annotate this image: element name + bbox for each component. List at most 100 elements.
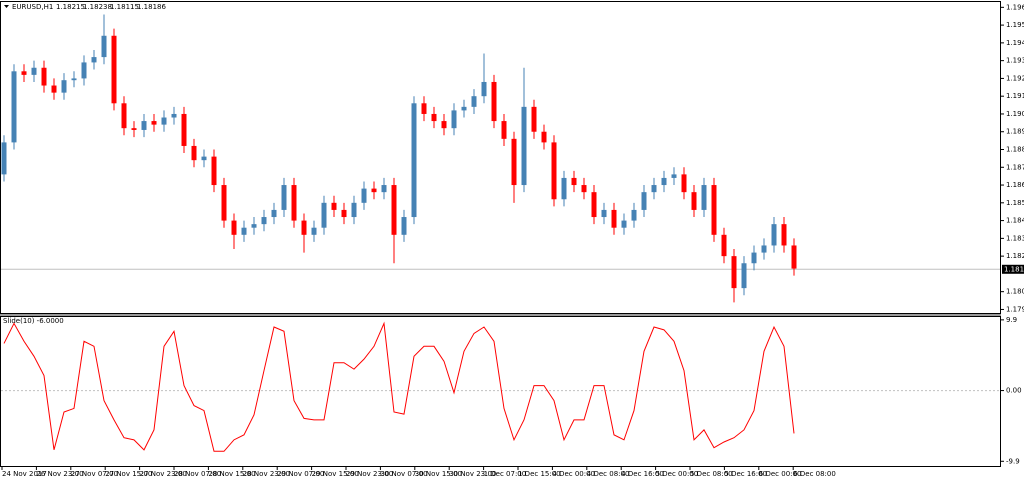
candle-body: [161, 117, 167, 125]
candle-body: [261, 217, 267, 225]
candle-body: [101, 35, 107, 58]
candle-body: [231, 220, 237, 235]
candle-body: [651, 185, 657, 193]
indicator-line: [3, 321, 795, 452]
last-price-badge: [1002, 264, 1024, 274]
candle-body: [141, 121, 147, 130]
candle-body: [111, 35, 117, 104]
time-label: 30 Nov 07:00: [380, 470, 427, 478]
y-tick-label: -9.9: [1006, 457, 1020, 465]
candle-body: [401, 217, 407, 235]
candle-body: [1, 142, 7, 175]
candle-body: [151, 121, 157, 125]
last-price-label: 1.18186: [1004, 265, 1024, 273]
y-tick-label: 1.19560: [1006, 21, 1024, 29]
candle-body: [371, 188, 377, 193]
header-value: 1.18186: [137, 3, 166, 11]
indicator-panel: [0, 316, 1001, 467]
candle-body: [491, 81, 497, 122]
header-value: 1.18215: [56, 3, 85, 11]
candle-body: [591, 192, 597, 218]
candle-body: [81, 62, 87, 79]
candle-body: [621, 220, 627, 228]
time-label: 30 Nov 15:00: [415, 470, 462, 478]
y-tick-label: 1.18760: [1006, 163, 1024, 171]
candle-body: [341, 209, 347, 218]
candle-body: [311, 227, 317, 235]
candle-body: [441, 121, 447, 129]
candle-body: [191, 145, 197, 161]
candle-body: [41, 67, 47, 86]
y-tick-label: 1.19260: [1006, 74, 1024, 82]
candle-body: [241, 227, 247, 235]
y-tick-label: 1.18260: [1006, 252, 1024, 260]
candle-body: [11, 71, 17, 143]
candle-body: [501, 121, 507, 139]
candle-body: [681, 174, 687, 193]
candle-body: [131, 128, 137, 130]
time-label: 27 Nov 07:00: [71, 470, 118, 478]
y-tick-label: 1.18860: [1006, 146, 1024, 154]
candle-body: [201, 156, 207, 161]
candle-body: [21, 71, 27, 75]
candle-body: [31, 67, 37, 75]
candle-body: [781, 224, 787, 246]
candle-body: [701, 185, 707, 210]
candle-body: [721, 234, 727, 257]
candle-body: [481, 81, 487, 97]
y-tick-label: 1.19060: [1006, 110, 1024, 118]
y-tick-label: 1.17960: [1006, 305, 1024, 313]
time-label: 26 Nov 23:00: [36, 470, 83, 478]
candle-body: [51, 85, 57, 93]
time-label: 1 Dec 15:00: [518, 470, 561, 478]
candle-body: [511, 138, 517, 186]
candle-body: [391, 185, 397, 235]
candle-body: [221, 185, 227, 221]
candle-body: [581, 185, 587, 193]
candle-body: [711, 185, 717, 235]
collapse-arrow[interactable]: [4, 5, 9, 8]
candle-body: [561, 177, 567, 200]
time-label: 4 Dec 08:00: [587, 470, 630, 478]
time-label: 5 Dec 16:00: [724, 470, 767, 478]
candle-body: [461, 106, 467, 111]
time-label: 28 Nov 15:00: [208, 470, 255, 478]
candle-body: [331, 202, 337, 210]
candle-body: [571, 177, 577, 186]
price-panel: [0, 1, 1001, 314]
y-tick-label: 1.18960: [1006, 128, 1024, 136]
candle-body: [361, 188, 367, 203]
time-label: 29 Nov 15:00: [312, 470, 359, 478]
candle-body: [291, 185, 297, 221]
candle-body: [541, 131, 547, 143]
candle-body: [321, 202, 327, 228]
candle-body: [451, 110, 457, 129]
candle-body: [611, 209, 617, 228]
y-tick-label: 1.18560: [1006, 199, 1024, 207]
time-label: 5 Dec 00:00: [656, 470, 699, 478]
y-tick-label: 1.19460: [1006, 39, 1024, 47]
header-value: 1.18238: [83, 3, 112, 11]
candle-body: [381, 185, 387, 193]
candle-body: [551, 142, 557, 200]
candle-body: [421, 103, 427, 114]
y-tick-label: 1.19360: [1006, 57, 1024, 65]
time-label: 4 Dec 00:00: [552, 470, 595, 478]
candle-body: [791, 245, 797, 269]
candle-body: [211, 156, 217, 186]
candle-body: [61, 80, 67, 93]
candle-body: [431, 113, 437, 122]
candle-body: [731, 256, 737, 289]
time-label: 29 Nov 23:00: [346, 470, 393, 478]
time-label: 27 Nov 15:00: [105, 470, 152, 478]
candle-body: [521, 106, 527, 186]
candle-body: [601, 209, 607, 218]
time-label: 29 Nov 07:00: [277, 470, 324, 478]
time-label: 6 Dec 00:00: [759, 470, 802, 478]
time-label: 30 Nov 23:00: [449, 470, 496, 478]
candle-body: [771, 224, 777, 246]
candle-body: [281, 185, 287, 210]
time-label: 1 Dec 07:00: [484, 470, 527, 478]
y-tick-label: 9.9: [1006, 316, 1017, 324]
